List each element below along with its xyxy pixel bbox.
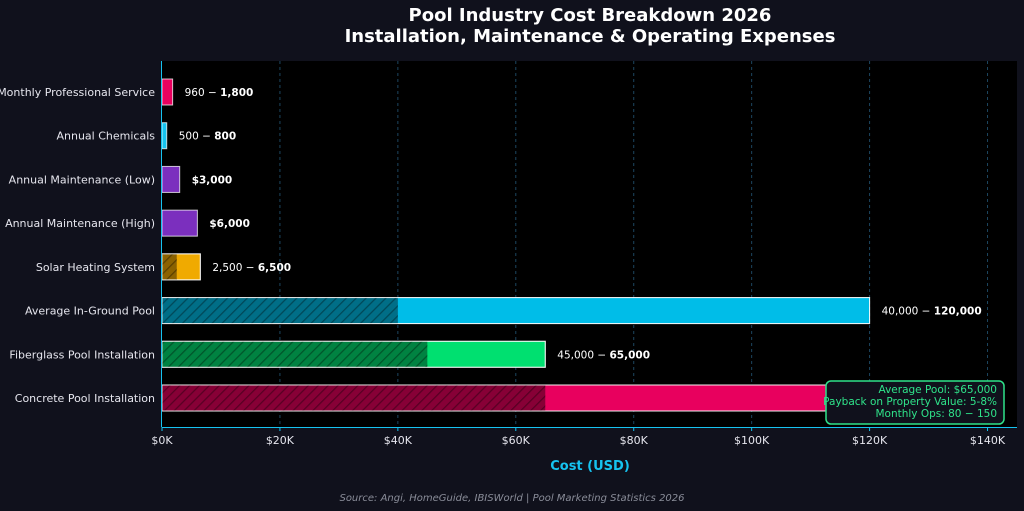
annotation-line-3: Monthly Ops: 80 − 150 <box>875 408 997 420</box>
value-labels: 960 − 1,800 500 − 800 $3,000 $6,000 2,500 − … <box>179 87 982 361</box>
value-label: 2,500 − 6,500 <box>212 262 291 274</box>
category-label: Annual Chemicals <box>56 130 155 143</box>
value-label-range-end: 800 <box>214 131 236 143</box>
value-label-range-start: 960 − <box>185 87 221 99</box>
x-tick-label: $0K <box>151 434 173 447</box>
annotation-line-1: Average Pool: $65,000 <box>879 384 997 396</box>
x-tick-label: $100K <box>734 434 770 447</box>
x-ticks: $0K $20K $40K $60K $80K $100K $120K $140K <box>151 427 1006 447</box>
value-label-range-start: 40,000 − <box>882 306 934 318</box>
value-label-range-end: 65,000 <box>609 349 650 361</box>
value-label: 45,000 − 65,000 <box>557 349 650 361</box>
grid-lines <box>279 61 989 427</box>
annotation-box: Average Pool: $65,000 Payback on Propert… <box>823 380 1005 425</box>
bars <box>161 78 871 412</box>
annotation-line-2: Payback on Property Value: 5-8% <box>823 396 997 408</box>
bar <box>161 78 174 106</box>
bar-min-hatch <box>162 341 428 368</box>
value-label-range-start: 2,500 − <box>212 262 258 274</box>
x-tick-label: $40K <box>384 434 413 447</box>
plot-area <box>162 61 1017 427</box>
category-label: Monthly Professional Service <box>0 86 155 99</box>
bar <box>161 165 181 193</box>
value-label-range-start: 500 − <box>179 131 215 143</box>
category-label: Solar Heating System <box>36 261 155 274</box>
bar-min-hatch <box>162 385 546 411</box>
value-label: $3,000 <box>192 174 233 186</box>
x-tick-label: $140K <box>970 434 1006 447</box>
chart-title: Pool Industry Cost Breakdown 2026 <box>409 5 772 26</box>
category-label: Fiberglass Pool Installation <box>9 348 155 361</box>
value-label: 960 − 1,800 <box>185 87 254 99</box>
source-note: Source: Angi, HomeGuide, IBISWorld | Poo… <box>339 493 684 504</box>
annotation-frame <box>825 380 1005 425</box>
value-label: $6,000 <box>209 218 250 230</box>
value-label-range-end: $3,000 <box>192 174 233 186</box>
x-tick-label: $120K <box>852 434 888 447</box>
value-label-range-start: 45,000 − <box>557 349 609 361</box>
category-label: Concrete Pool Installation <box>15 392 155 405</box>
category-label: Annual Maintenance (High) <box>5 217 155 230</box>
x-tick-label: $20K <box>266 434 295 447</box>
bar-min-hatch <box>162 297 398 324</box>
value-label: 500 − 800 <box>179 131 236 143</box>
bar-min-hatch <box>162 253 177 280</box>
value-label-range-end: 6,500 <box>258 262 291 274</box>
x-tick-label: $60K <box>502 434 531 447</box>
bar <box>161 209 198 237</box>
chart-subtitle: Installation, Maintenance & Operating Ex… <box>345 26 836 47</box>
category-label: Average In-Ground Pool <box>25 305 155 318</box>
value-label-range-end: $6,000 <box>209 218 250 230</box>
value-label: 40,000 − 120,000 <box>882 306 982 318</box>
category-labels: Monthly Professional Service Annual Chemi… <box>0 86 155 405</box>
category-label: Annual Maintenance (Low) <box>9 173 155 186</box>
value-label-range-end: 1,800 <box>220 87 253 99</box>
bar <box>161 122 168 150</box>
x-tick-label: $80K <box>620 434 649 447</box>
value-label-range-end: 120,000 <box>934 306 982 318</box>
x-axis-label: Cost (USD) <box>550 459 630 474</box>
